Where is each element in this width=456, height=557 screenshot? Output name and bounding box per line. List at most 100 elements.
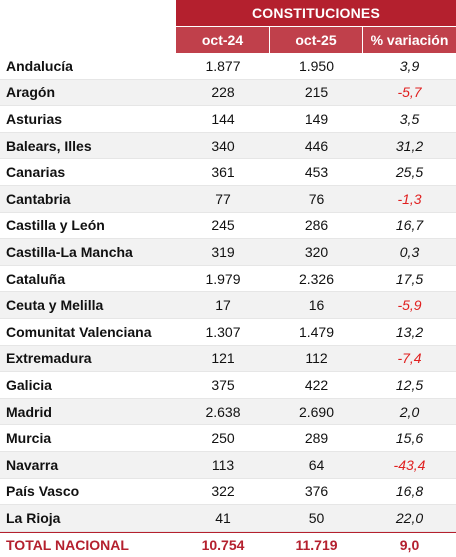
table-row: Castilla y León 245 286 16,7 [0,213,456,240]
table-row: Murcia 250 289 15,6 [0,425,456,452]
region-name: Asturias [6,110,63,127]
value-oct24: 77 [215,190,231,207]
total-row: TOTAL NACIONAL 10.754 11.719 9,0 [0,532,456,557]
region-name: Canarias [6,164,66,181]
value-variation: 12,5 [395,376,424,393]
value-oct25: 16 [308,297,325,314]
table-row: Andalucía 1.877 1.950 3,9 [0,53,456,80]
table-body: Andalucía 1.877 1.950 3,9 Aragón 228 215 -5,7 As… [0,53,456,532]
value-oct24: 375 [211,376,235,393]
value-variation: -5,7 [397,84,422,101]
region-name: La Rioja [6,509,61,526]
region-name: País Vasco [6,483,80,500]
value-variation: -1,3 [397,190,422,207]
table-row: Balears, Illes 340 446 31,2 [0,132,456,160]
region-name: Murcia [6,430,52,447]
table-title: CONSTITUCIONES [176,0,456,26]
value-oct25: 286 [304,217,329,234]
table-row: Comunitat Valenciana 1.307 1.479 13,2 [0,319,456,346]
value-variation: 3,9 [399,57,420,74]
table-row: Aragón 228 215 -5,7 [0,79,456,107]
region-name: Balears, Illes [6,137,92,154]
value-variation: 22,0 [395,509,424,526]
table-row: Castilla-La Mancha 319 320 0,3 [0,239,456,266]
region-name: Cataluña [6,270,66,287]
value-variation: 13,2 [395,323,424,340]
value-oct25: 453 [304,164,329,181]
region-name: Galicia [6,376,52,393]
region-name: Castilla y León [6,217,105,234]
column-header-oct24: oct-24 [176,27,270,53]
region-name: Aragón [6,84,55,101]
value-oct25: 1.950 [298,57,335,74]
total-variation: 9,0 [399,537,420,553]
column-headers: oct-24 oct-25 % variación [176,27,456,53]
value-oct24: 41 [215,509,231,526]
value-oct24: 340 [211,137,235,154]
value-oct24: 245 [211,217,235,234]
column-header-variation: % variación [363,27,456,53]
table-row: Navarra 113 64 -43,4 [0,451,456,479]
value-oct25: 2.326 [298,270,335,287]
value-variation: 16,7 [395,217,424,234]
value-oct24: 1.877 [205,57,241,74]
table-row: La Rioja 41 50 22,0 [0,505,456,532]
table-row: Galicia 375 422 12,5 [0,372,456,399]
value-variation: 15,6 [395,430,424,447]
region-name: Cantabria [6,190,71,207]
value-oct25: 289 [304,430,329,447]
region-name: Castilla-La Mancha [6,243,133,260]
column-header-oct25: oct-25 [270,27,363,53]
value-variation: 31,2 [395,137,424,154]
table-row: Extremadura 121 112 -7,4 [0,345,456,373]
value-variation: 2,0 [399,403,420,420]
value-oct25: 446 [304,137,329,154]
value-oct24: 322 [211,483,235,500]
total-label: TOTAL NACIONAL [6,537,129,553]
region-name: Ceuta y Melilla [6,297,104,314]
region-name: Madrid [6,403,52,420]
value-oct25: 320 [304,243,329,260]
table-row: País Vasco 322 376 16,8 [0,479,456,506]
value-oct25: 64 [308,456,325,473]
value-oct24: 1.307 [205,323,241,340]
value-variation: -7,4 [397,350,422,367]
value-oct24: 2.638 [205,403,241,420]
value-oct24: 144 [211,110,235,127]
value-oct24: 121 [211,350,235,367]
table-row: Ceuta y Melilla 17 16 -5,9 [0,292,456,319]
table-row: Asturias 144 149 3,5 [0,106,456,133]
value-variation: 16,8 [395,483,424,500]
table-row: Cantabria 77 76 -1,3 [0,185,456,213]
region-name: Navarra [6,456,59,473]
value-oct24: 17 [215,297,231,314]
region-name: Comunitat Valenciana [6,323,152,340]
value-variation: 0,3 [399,243,420,260]
table-row: Canarias 361 453 25,5 [0,159,456,186]
region-name: Extremadura [6,350,92,367]
value-oct25: 50 [308,509,325,526]
value-oct25: 1.479 [298,323,335,340]
value-oct25: 149 [304,110,329,127]
table-row: Madrid 2.638 2.690 2,0 [0,398,456,426]
value-variation: -5,9 [397,297,422,314]
value-variation: -43,4 [393,456,426,473]
total-oct25: 11.719 [295,537,338,553]
value-oct24: 228 [211,84,235,101]
value-variation: 3,5 [399,110,420,127]
value-oct24: 1.979 [205,270,241,287]
total-oct24: 10.754 [201,537,245,553]
value-oct25: 376 [304,483,329,500]
value-oct24: 361 [211,164,235,181]
value-oct25: 422 [304,376,329,393]
value-oct25: 2.690 [298,403,335,420]
value-oct25: 76 [308,190,325,207]
region-name: Andalucía [6,57,73,74]
value-oct24: 250 [211,430,235,447]
value-oct24: 113 [211,456,235,473]
value-oct25: 112 [305,350,328,367]
value-oct25: 215 [304,84,329,101]
value-variation: 25,5 [395,164,424,181]
value-oct24: 319 [211,243,235,260]
